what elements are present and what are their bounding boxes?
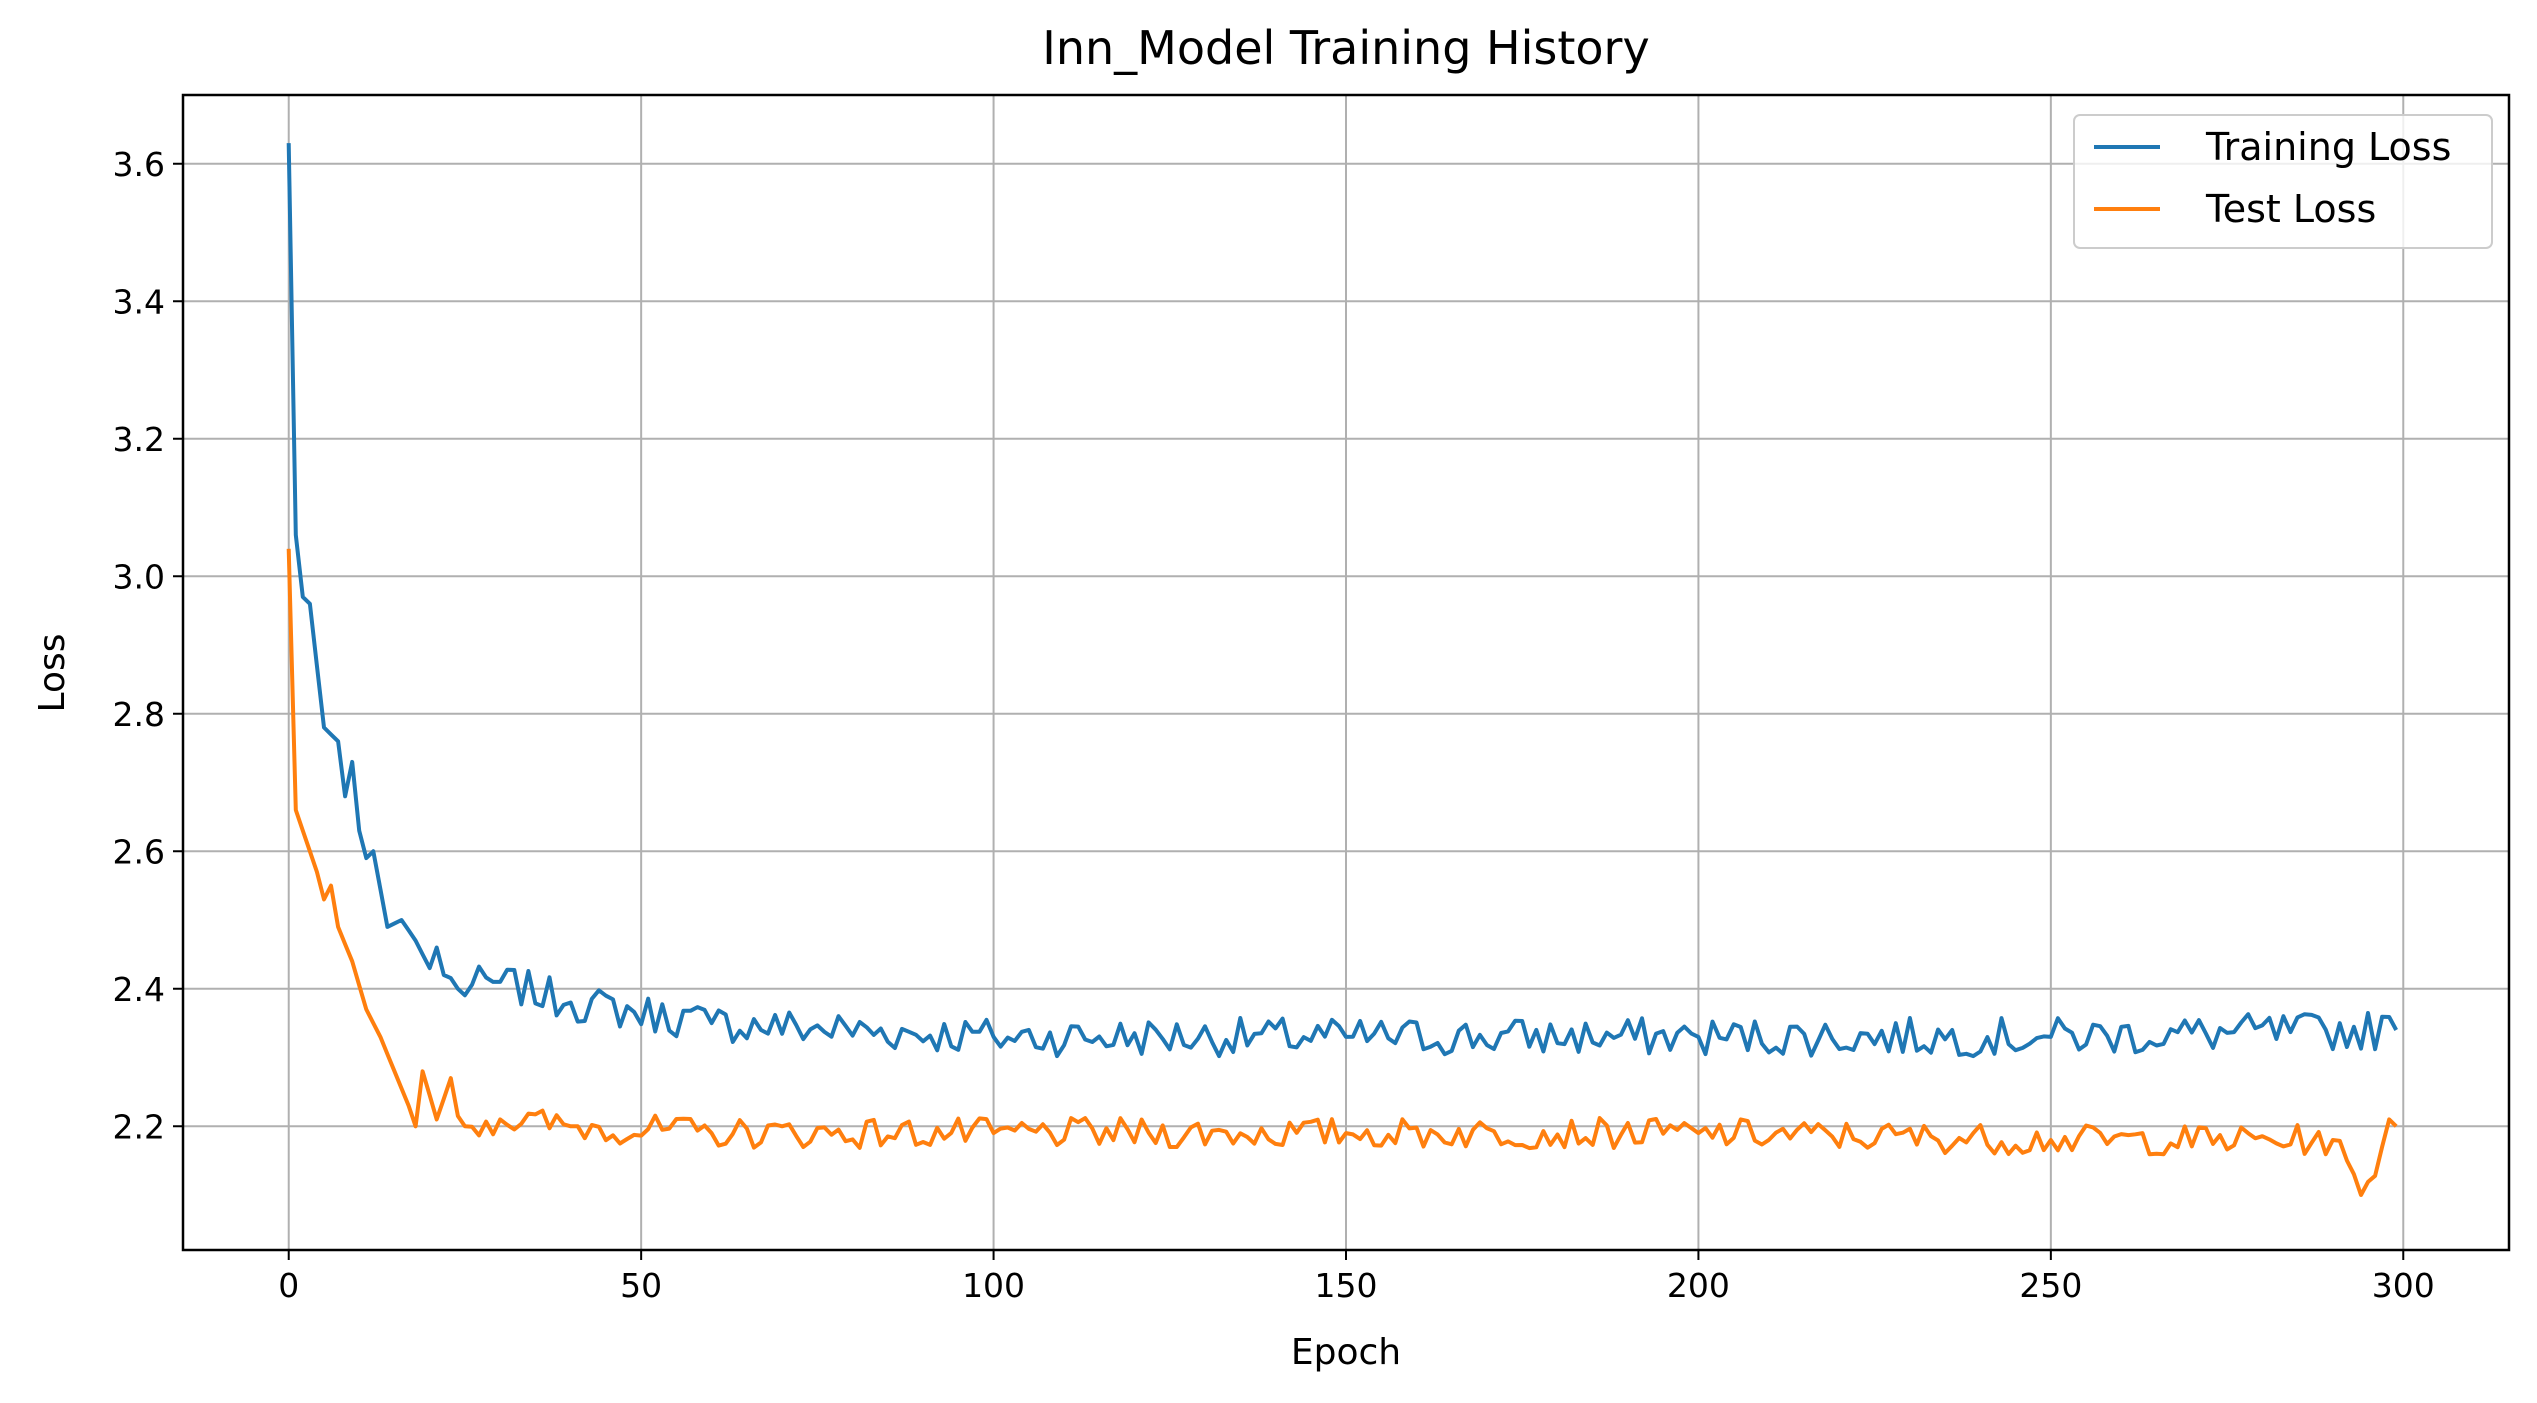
x-tick-label: 200 [1667, 1266, 1730, 1305]
series-line-test-loss [286, 548, 2398, 1197]
chart-title: Inn_Model Training History [1042, 21, 1649, 75]
x-tick-label: 100 [962, 1266, 1025, 1305]
x-axis-label: Epoch [1291, 1332, 1401, 1373]
x-tick-label: 300 [2372, 1266, 2435, 1305]
y-tick-label: 2.6 [113, 832, 165, 871]
y-tick-label: 3.6 [113, 145, 165, 184]
y-tick-label: 2.8 [113, 695, 165, 734]
series-line-training-loss [286, 143, 2398, 1059]
y-tick-label: 3.4 [113, 282, 165, 321]
series-layer [286, 143, 2398, 1197]
legend: Training Loss Test Loss [2073, 114, 2493, 249]
x-tick-label: 250 [2019, 1266, 2082, 1305]
legend-label-test-loss: Test Loss [2205, 187, 2376, 231]
y-tick-label: 2.2 [113, 1107, 165, 1146]
x-tick-label: 150 [1315, 1266, 1378, 1305]
y-tick-label: 3.0 [113, 557, 165, 596]
tick-layer: 0 50 100 150 200 250 300 2.2 2.4 2.6 2.8 3.0 3.2 3.4 3… [113, 145, 2435, 1305]
y-axis-label: Loss [32, 634, 73, 713]
y-tick-label: 3.2 [113, 420, 165, 459]
x-tick-label: 50 [620, 1266, 662, 1305]
grid-layer [183, 95, 2509, 1250]
y-tick-label: 2.4 [113, 970, 165, 1009]
x-tick-label: 0 [278, 1266, 299, 1305]
legend-label-training-loss: Training Loss [2205, 125, 2451, 169]
legend-box [2073, 114, 2493, 249]
